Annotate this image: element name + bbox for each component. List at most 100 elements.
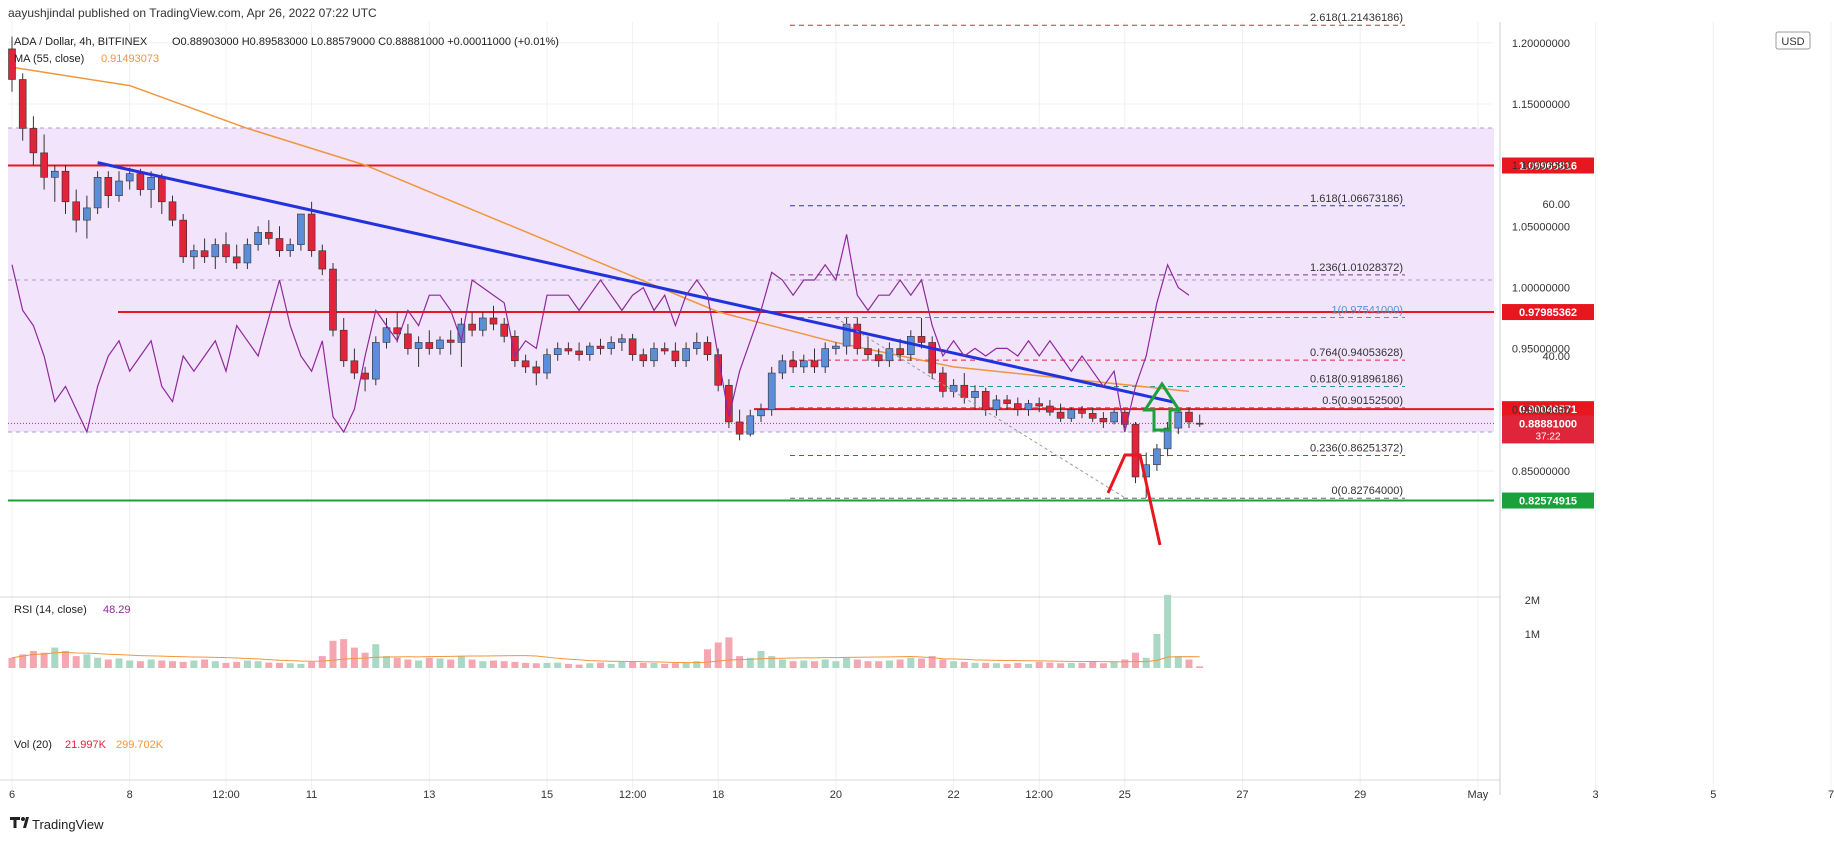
last-price-tag [1502, 415, 1594, 444]
x-tick-label: 12:00 [1025, 789, 1053, 801]
currency-badge[interactable] [1775, 31, 1811, 50]
candle-body [639, 354, 648, 362]
volume-bar [950, 661, 958, 668]
candle-body [928, 342, 937, 374]
volume-bar [532, 663, 540, 668]
x-tick-label: 22 [947, 789, 959, 801]
level-price-tag [1502, 401, 1594, 418]
candle-body [307, 213, 316, 252]
volume-bar [72, 656, 80, 668]
candle-body [521, 360, 530, 368]
candle-body [650, 348, 658, 362]
level-price-label: 0.82574915 [1519, 496, 1577, 508]
candle-body [543, 354, 551, 374]
volume-bar [586, 663, 594, 668]
last-price-label: 0.88881000 [1519, 418, 1577, 430]
candle-body [607, 342, 616, 349]
y-tick-label: 0.85000000 [1512, 466, 1570, 478]
volume-bar [768, 656, 776, 668]
volume-axis-tick: 2M [1525, 595, 1540, 607]
candle-body [618, 338, 626, 343]
volume-bar [1099, 663, 1107, 668]
candle-body [500, 323, 509, 337]
time-axis: 6 8 12:00 11 13 15 12:00 18 20 22 12:00 25 27 29 May 3 5… [9, 789, 1834, 801]
volume-bar [329, 640, 337, 668]
rsi-polyline [11, 234, 1190, 434]
candle-body [778, 360, 787, 374]
volume-bar [372, 644, 380, 668]
volume-bar [1196, 666, 1204, 668]
volume-bar [350, 647, 358, 668]
volume-bar [821, 659, 829, 668]
chart-drawings [97, 161, 1182, 546]
candle-body [361, 372, 369, 380]
volume-bar [960, 661, 968, 668]
volume-bar [40, 652, 48, 668]
volume-bar [126, 660, 134, 668]
candle-body [585, 345, 594, 355]
volume-bar [714, 642, 722, 668]
volume-bar [51, 647, 59, 668]
candle-body [40, 152, 48, 178]
volume-bar [104, 659, 112, 668]
volume-bar [115, 658, 123, 668]
x-tick-label: 15 [541, 789, 553, 801]
volume-bar [308, 661, 316, 668]
volume-bar [575, 664, 583, 668]
candle-body [489, 317, 498, 325]
candle-body [264, 232, 273, 239]
volume-bar [746, 657, 754, 668]
volume-bar [1078, 662, 1086, 668]
volume-bar [554, 662, 562, 668]
candle-body [446, 339, 455, 343]
volume-bar [62, 651, 69, 668]
volume-bar [254, 661, 262, 668]
candle-body [147, 177, 155, 190]
candle-body [1056, 411, 1065, 419]
candle-body [767, 372, 776, 411]
candle-body [297, 213, 305, 245]
volume-bar [340, 639, 348, 668]
volume-bar [211, 661, 219, 668]
x-tick-label: 7 [1828, 789, 1834, 801]
volume-bar [789, 661, 797, 668]
rsi-line [11, 234, 1190, 434]
candle-body [1013, 403, 1022, 411]
volume-bar [1003, 663, 1011, 668]
published-by: aayushjindal published on TradingView.co… [8, 6, 377, 20]
volume-bar [136, 661, 144, 668]
x-tick-label: 6 [9, 789, 15, 801]
candle-body [735, 421, 744, 435]
volume-bar [843, 657, 851, 668]
candle-body [1078, 409, 1086, 414]
y-tick-label: 0.90000000 [1512, 405, 1570, 417]
candle-body [821, 348, 830, 368]
volume-bar [725, 637, 733, 668]
volume-bar [918, 658, 925, 668]
candle-body [318, 250, 327, 270]
candle-body [1003, 399, 1011, 404]
volume-bar [29, 651, 37, 668]
volume-bar [393, 657, 401, 668]
candle-body [971, 391, 979, 398]
candle-body [436, 339, 444, 349]
volume-bar [479, 661, 487, 668]
candles [8, 36, 1204, 498]
candle-body [104, 177, 113, 196]
fib-anchor-line [835, 317, 1126, 499]
volume-bar [629, 661, 637, 668]
volume-bar [800, 660, 808, 668]
candle-body [799, 360, 808, 368]
volume-bar [885, 660, 893, 668]
candle-body [254, 232, 262, 245]
currency-badge-label: USD [1781, 36, 1804, 48]
candle-body [339, 329, 348, 362]
volume-bar [992, 663, 1000, 668]
volume-bar [736, 656, 744, 668]
candle-body [896, 348, 904, 355]
fib-level-label: 2.618(1.21436186) [1310, 12, 1403, 24]
candle-body [564, 348, 573, 352]
volume-bar [618, 661, 626, 668]
rejection-path [1106, 453, 1162, 546]
candle-body [1185, 411, 1193, 423]
